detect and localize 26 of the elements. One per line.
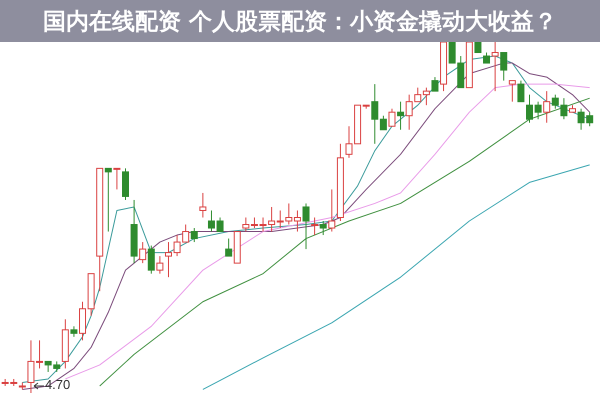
candlestick — [328, 188, 336, 232]
candlestick — [190, 228, 198, 243]
candlestick — [320, 220, 327, 236]
candlestick — [483, 52, 490, 64]
candlestick — [199, 192, 206, 218]
candlestick — [225, 238, 232, 257]
candlestick — [543, 90, 550, 124]
candlestick — [104, 168, 112, 232]
chart-title: 国内在线配资 个人股票配资：小资金撬动大收益？ — [42, 8, 557, 36]
candlestick — [70, 326, 78, 338]
candlestick — [311, 217, 318, 236]
candlestick — [500, 52, 508, 82]
candlestick — [508, 80, 516, 102]
candlestick — [406, 94, 413, 130]
candlestick — [517, 80, 524, 102]
candlestick — [156, 256, 164, 274]
candlestick — [397, 101, 404, 130]
candlestick — [113, 168, 120, 190]
candlestick — [431, 76, 438, 92]
candlestick — [302, 202, 310, 250]
candlestick — [148, 245, 155, 274]
candlestick — [474, 42, 482, 54]
candlestick — [492, 42, 499, 92]
candlestick — [139, 242, 146, 264]
annotation: 4.70 — [44, 377, 70, 392]
candlestick — [388, 108, 396, 127]
